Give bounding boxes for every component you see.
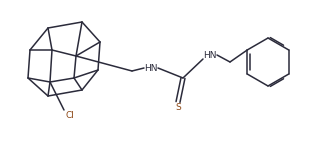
Text: S: S <box>175 103 181 113</box>
Text: HN: HN <box>144 63 158 73</box>
Text: Cl: Cl <box>65 111 75 120</box>
Text: HN: HN <box>203 51 217 59</box>
